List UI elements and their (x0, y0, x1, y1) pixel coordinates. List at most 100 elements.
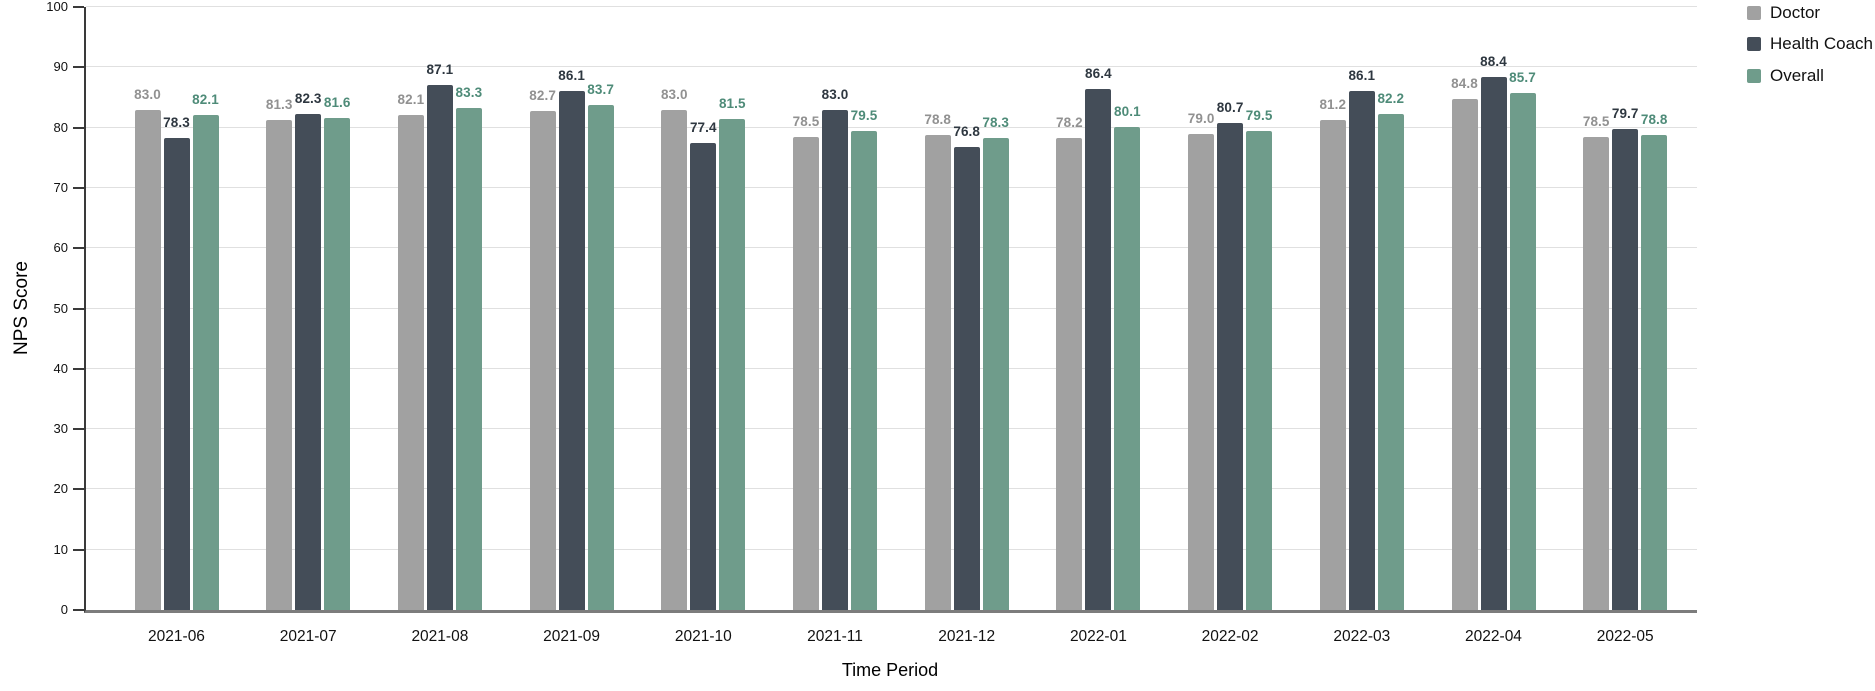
gridline-10 (86, 548, 1697, 550)
bar-doctor (266, 119, 293, 610)
value-label: 82.2 (1377, 91, 1405, 107)
legend-item-overall: Overall (1747, 65, 1873, 86)
bar-doctor (793, 136, 819, 610)
y-tick-mark (73, 428, 84, 431)
y-tick-mark (73, 548, 84, 551)
y-tick-mark (73, 66, 84, 69)
bar-health-coach (163, 137, 190, 610)
legend-item-doctor: Doctor (1747, 2, 1873, 23)
gridline-20 (86, 488, 1697, 490)
gridline-60 (86, 247, 1697, 249)
y-tick-label: 20 (53, 481, 68, 497)
value-label: 82.3 (294, 90, 322, 106)
x-axis-title: Time Period (841, 660, 939, 680)
y-tick-label: 70 (53, 179, 68, 195)
value-label: 78.8 (924, 111, 952, 127)
bar-doctor (661, 109, 688, 610)
value-label: 82.1 (192, 91, 219, 107)
bar-doctor (1451, 98, 1478, 610)
value-label: 83.7 (587, 82, 614, 98)
value-label: 79.5 (850, 107, 878, 123)
bar-overall (719, 118, 746, 610)
y-tick-label: 90 (53, 59, 68, 75)
bar-overall (455, 107, 482, 610)
value-label: 78.5 (792, 113, 820, 129)
bar-health-coach (295, 113, 322, 610)
bar-overall (587, 105, 614, 610)
x-tick-label: 2021-06 (148, 628, 205, 645)
y-tick-mark (73, 186, 84, 189)
bar-doctor (1319, 120, 1346, 610)
y-tick-label: 10 (53, 541, 68, 557)
value-label: 78.3 (982, 114, 1010, 130)
value-label: 83.0 (821, 86, 849, 102)
legend-label: Overall (1770, 65, 1824, 85)
bar-health-coach (1348, 90, 1375, 610)
value-label: 83.3 (455, 84, 483, 100)
bar-overall (192, 114, 219, 610)
legend-label: Doctor (1770, 2, 1821, 22)
value-label: 80.1 (1114, 104, 1141, 119)
x-tick-label: 2021-10 (674, 628, 732, 645)
value-label: 86.1 (558, 67, 585, 83)
bar-doctor (134, 109, 161, 610)
value-label: 85.7 (1509, 70, 1536, 86)
value-label: 82.1 (397, 91, 425, 107)
bar-overall (1246, 130, 1273, 610)
value-label: 78.5 (1582, 113, 1610, 129)
value-label: 78.8 (1640, 111, 1668, 127)
value-label: 86.1 (1348, 67, 1376, 83)
bar-overall (1509, 93, 1536, 610)
y-tick-label: 0 (60, 602, 68, 617)
bar-doctor (1188, 133, 1215, 610)
value-label: 78.3 (163, 114, 190, 130)
value-label: 82.7 (529, 88, 556, 104)
bar-health-coach (1085, 89, 1112, 610)
bar-doctor (529, 111, 556, 610)
gridline-40 (86, 367, 1697, 369)
bar-doctor (1583, 136, 1610, 610)
legend-swatch-icon (1747, 68, 1761, 83)
x-tick-label: 2022-04 (1465, 628, 1522, 645)
value-label: 81.2 (1319, 97, 1347, 113)
x-tick-label: 2021-09 (543, 628, 601, 645)
y-tick-mark (73, 609, 84, 611)
x-tick-label: 2021-12 (938, 628, 996, 645)
gridline-70 (86, 186, 1697, 188)
bar-health-coach (1480, 76, 1507, 610)
value-label: 86.4 (1085, 66, 1112, 82)
x-tick-label: 2021-07 (279, 628, 337, 645)
bar-overall (851, 130, 877, 610)
y-tick-label: 40 (53, 360, 68, 376)
bar-doctor (1056, 138, 1083, 610)
value-label: 76.8 (953, 123, 981, 139)
bar-health-coach (953, 146, 980, 610)
y-tick-label: 50 (53, 300, 68, 316)
x-tick-label: 2021-08 (411, 628, 469, 645)
y-tick-mark (73, 488, 84, 491)
bar-health-coach (426, 84, 453, 610)
value-label: 83.0 (134, 86, 161, 102)
bar-overall (1114, 127, 1141, 610)
gridline-50 (86, 307, 1697, 309)
y-tick-mark (73, 367, 84, 370)
x-tick-label: 2022-02 (1201, 628, 1259, 645)
x-tick-label: 2021-11 (807, 628, 863, 645)
gridline-100 (86, 6, 1697, 7)
value-label: 78.2 (1056, 115, 1083, 131)
value-label: 77.4 (689, 120, 717, 136)
y-tick-label: 30 (53, 421, 68, 437)
value-label: 83.0 (660, 86, 688, 102)
x-tick-label: 2022-05 (1596, 628, 1654, 645)
legend: Doctor Health Coach Overall (1747, 2, 1873, 86)
value-label: 81.5 (718, 95, 746, 111)
gridline-30 (86, 428, 1697, 430)
bar-health-coach (558, 90, 585, 610)
gridline-80 (86, 126, 1697, 128)
y-tick-label: 60 (53, 240, 68, 256)
plot-area: 0 10 20 30 40 50 60 70 80 90 100 83.0 78.3 82.1 2021-0… (46, 0, 1697, 645)
bar-overall (1377, 114, 1404, 610)
y-tick-label: 80 (53, 119, 68, 135)
bar-overall (1641, 134, 1668, 610)
